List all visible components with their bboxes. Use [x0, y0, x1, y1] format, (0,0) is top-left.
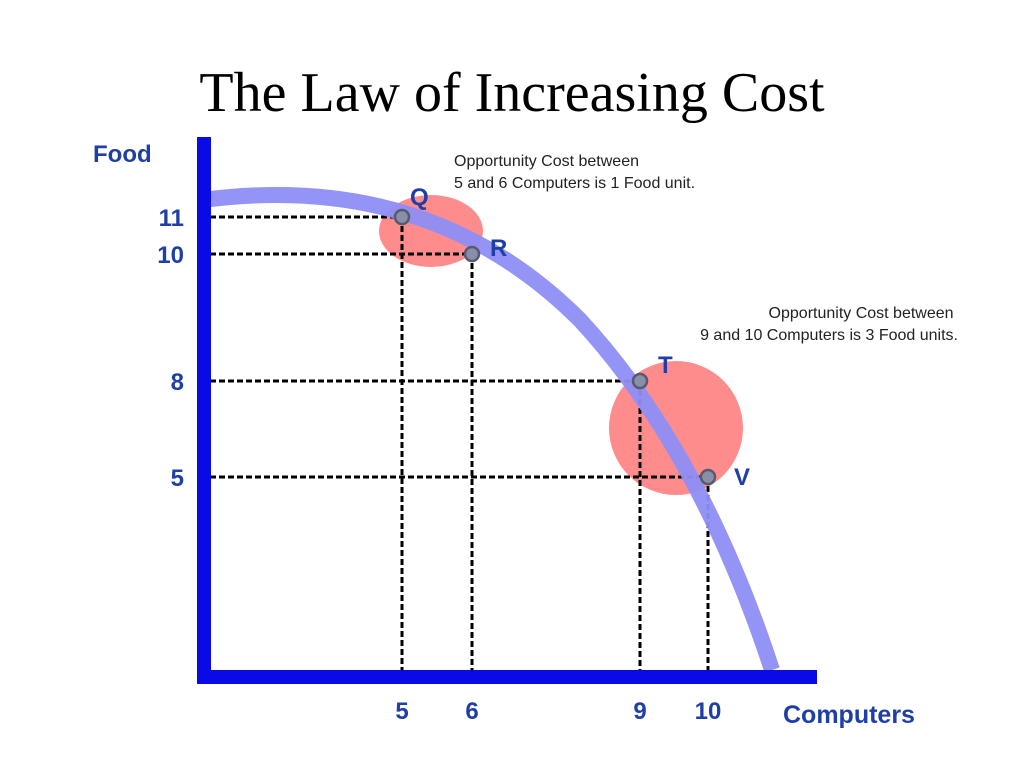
chart-title: The Law of Increasing Cost — [199, 62, 825, 124]
x-tick-label: 10 — [695, 698, 722, 725]
annotation-tv: Opportunity Cost between 9 and 10 Comput… — [700, 305, 958, 344]
annotation-tv-line-2: 9 and 10 Computers is 3 Food units. — [700, 327, 958, 344]
annotation-tv-line-1: Opportunity Cost between — [769, 305, 954, 322]
point-label-r: R — [490, 235, 507, 262]
data-points: Q R T V — [393, 184, 750, 491]
point-label-v: V — [734, 464, 750, 491]
point-t — [631, 372, 649, 390]
point-r — [463, 245, 481, 263]
x-tick-label: 5 — [395, 698, 408, 725]
tick-labels: 5 6 9 10 11 10 8 5 — [157, 205, 721, 725]
y-tick-label: 5 — [171, 465, 184, 492]
x-tick-label: 9 — [633, 698, 646, 725]
x-axis-label: Computers — [783, 701, 915, 729]
y-tick-label: 10 — [157, 242, 184, 269]
y-axis-label: Food — [93, 141, 152, 168]
x-axis — [197, 670, 817, 684]
annotation-qr: Opportunity Cost between 5 and 6 Compute… — [454, 153, 695, 192]
annotation-qr-line-2: 5 and 6 Computers is 1 Food unit. — [454, 175, 695, 192]
point-v — [699, 468, 717, 486]
y-axis — [197, 137, 211, 680]
ppf-curve — [201, 187, 780, 673]
y-tick-label: 11 — [159, 205, 184, 232]
point-q — [393, 208, 411, 226]
point-label-q: Q — [410, 184, 429, 211]
annotation-qr-line-1: Opportunity Cost between — [454, 153, 639, 170]
x-tick-label: 6 — [465, 698, 478, 725]
y-tick-label: 8 — [171, 369, 184, 396]
point-label-t: T — [658, 352, 673, 379]
